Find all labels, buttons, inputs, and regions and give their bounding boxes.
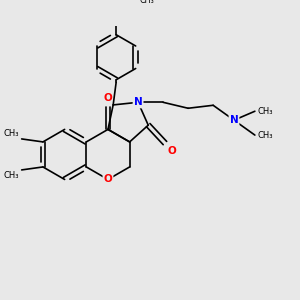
Text: CH₃: CH₃ bbox=[140, 0, 154, 5]
Text: O: O bbox=[103, 175, 112, 184]
Text: CH₃: CH₃ bbox=[4, 129, 19, 138]
Text: O: O bbox=[103, 93, 112, 103]
Text: N: N bbox=[230, 115, 238, 125]
Text: CH₃: CH₃ bbox=[4, 171, 19, 180]
Text: CH₃: CH₃ bbox=[257, 130, 273, 140]
Text: O: O bbox=[168, 146, 177, 156]
Text: N: N bbox=[134, 97, 142, 107]
Text: CH₃: CH₃ bbox=[257, 107, 273, 116]
Text: CH₃: CH₃ bbox=[81, 0, 96, 2]
